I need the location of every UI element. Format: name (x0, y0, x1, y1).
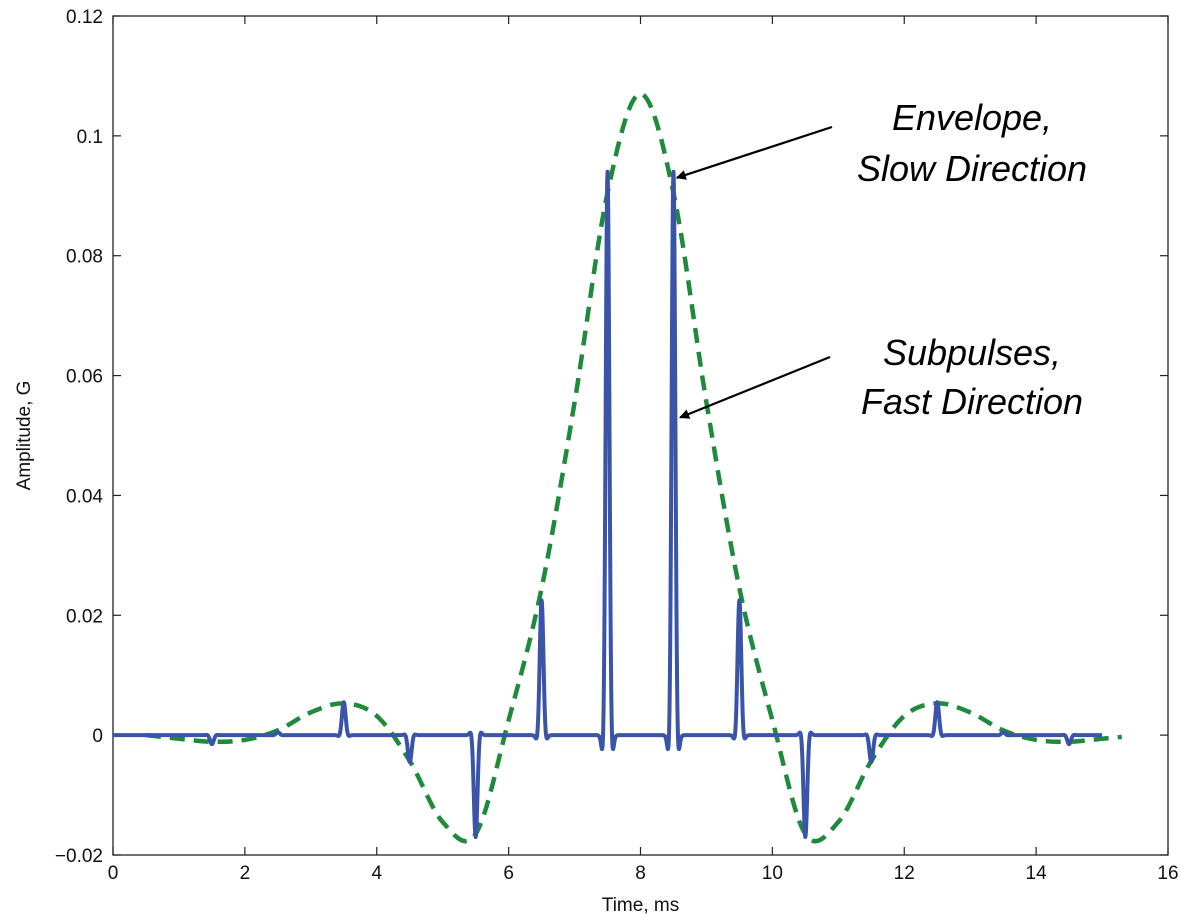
y-tick-label: 0.02 (66, 606, 103, 627)
x-tick-label: 16 (1157, 863, 1178, 884)
y-tick-label: 0.06 (66, 367, 103, 388)
y-tick-label: 0.1 (77, 127, 103, 148)
annotation-text: Fast Direction (861, 381, 1083, 422)
x-tick-label: 6 (503, 863, 514, 884)
y-axis-label: Amplitude, G (14, 381, 35, 491)
plot-border (112, 15, 1169, 856)
x-tick-label: 14 (1026, 863, 1048, 884)
y-tick-label: 0.04 (66, 486, 103, 507)
x-tick-label: 8 (635, 863, 646, 884)
annotation-text: Slow Direction (857, 148, 1087, 189)
annotations: Envelope, Slow Direction Subpulses, Fast Di… (675, 97, 1087, 422)
y-tick-label: 0.08 (66, 247, 103, 268)
x-tick-label: 0 (108, 863, 119, 884)
axis-tick-labels: 0 2 4 6 8 10 12 14 16−0.0200.020.040.060.080.10.… (55, 7, 1179, 884)
x-tick-label: 10 (762, 863, 783, 884)
annotation-arrow (675, 125, 833, 180)
y-tick-label: 0.12 (66, 7, 103, 28)
axis-ticks (112, 15, 1169, 856)
annotation-text: Envelope, (892, 97, 1052, 138)
x-tick-label: 12 (894, 863, 915, 884)
series-layer (111, 91, 1123, 844)
annotation-text: Subpulses, (883, 332, 1061, 373)
envelope-series-line (145, 91, 1123, 844)
x-tick-label: 4 (371, 863, 382, 884)
x-tick-label: 2 (240, 863, 251, 884)
x-axis-label: Time, ms (602, 895, 679, 916)
subpulse-series-line (111, 169, 1104, 840)
annotation-arrow (679, 355, 831, 419)
plot-frame (112, 15, 1169, 856)
y-tick-label: −0.02 (55, 846, 103, 867)
y-tick-label: 0 (92, 726, 103, 747)
